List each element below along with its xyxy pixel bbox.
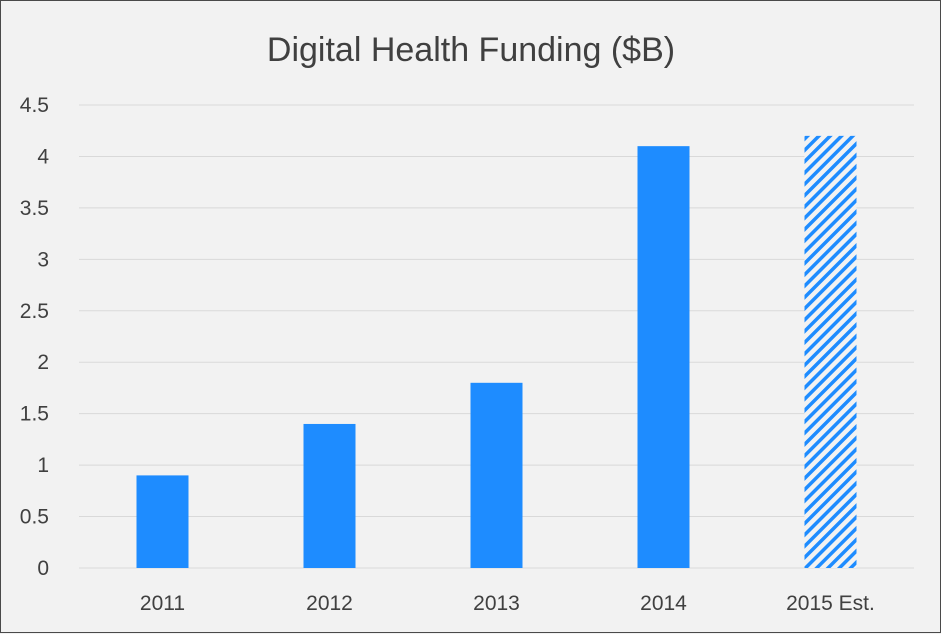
y-tick-label: 0 bbox=[37, 557, 49, 580]
y-tick-label: 3 bbox=[37, 248, 49, 271]
bar bbox=[303, 423, 356, 568]
x-axis-category-labels: 2011 2012 2013 2014 2015 Est. bbox=[140, 592, 875, 615]
bar bbox=[470, 382, 523, 568]
y-tick-label: 4.5 bbox=[20, 94, 49, 117]
x-category-label: 2015 Est. bbox=[786, 592, 875, 615]
y-tick-label: 1.5 bbox=[20, 403, 49, 426]
y-tick-label: 2 bbox=[37, 351, 49, 374]
x-category-label: 2014 bbox=[640, 592, 687, 615]
y-tick-label: 4 bbox=[37, 145, 49, 168]
y-tick-label: 1 bbox=[37, 454, 49, 477]
grid-lines bbox=[79, 104, 914, 569]
bar bbox=[136, 475, 189, 568]
bar-estimate bbox=[804, 135, 857, 568]
y-tick-label: 2.5 bbox=[20, 300, 49, 323]
chart-title: Digital Health Funding ($B) bbox=[267, 31, 675, 69]
y-tick-label: 3.5 bbox=[20, 197, 49, 220]
y-tick-label: 0.5 bbox=[20, 506, 49, 529]
x-category-label: 2011 bbox=[140, 592, 185, 615]
x-category-label: 2013 bbox=[473, 592, 520, 615]
x-category-label: 2012 bbox=[306, 592, 353, 615]
bars bbox=[136, 135, 857, 568]
bar bbox=[637, 146, 690, 568]
y-axis-tick-labels: 0 0.5 1 1.5 2 2.5 3 3.5 4 4.5 bbox=[20, 94, 50, 580]
